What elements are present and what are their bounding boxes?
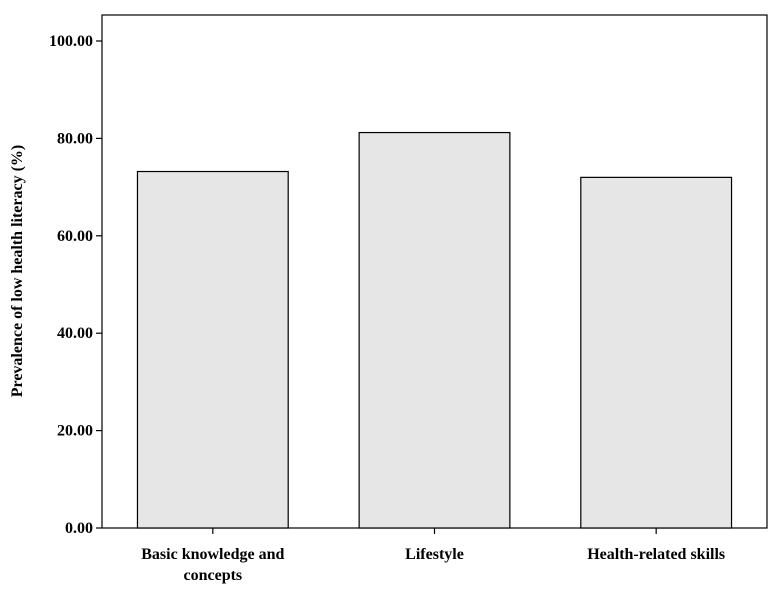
y-tick-label: 20.00 (57, 423, 93, 440)
bar (580, 176, 733, 529)
x-tick-label: Health-related skills (587, 546, 725, 563)
y-axis: 0.00 20.00 40.00 60.00 80.00 100.00 (49, 33, 102, 537)
x-axis: Basic knowledge and concepts Lifestyle Heal… (141, 528, 725, 584)
y-tick-label: 0.00 (65, 520, 93, 537)
bar (358, 131, 511, 529)
y-tick-label: 40.00 (57, 325, 93, 342)
x-tick-label: Lifestyle (405, 546, 464, 563)
y-tick-label: 80.00 (57, 130, 93, 147)
x-tick-label: Basic knowledge and concepts (141, 546, 284, 584)
y-tick-label: 100.00 (49, 33, 93, 50)
bars-group (136, 131, 733, 529)
bar (136, 170, 289, 529)
y-tick-label: 60.00 (57, 228, 93, 245)
y-axis-title: Prevalence of low health literacy (%) (9, 145, 26, 398)
